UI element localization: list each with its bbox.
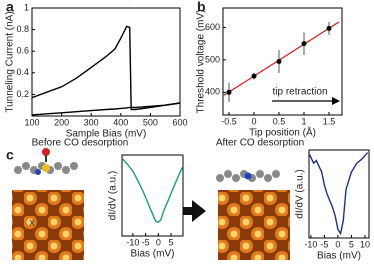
stm-image [218,190,290,260]
panel-label: b [197,0,206,15]
x-tick-label: -5 [142,237,150,247]
panel-title: Before CO desorption [32,138,129,149]
y-tick-label: 600 [205,22,220,32]
plot-frame [31,7,181,117]
y-tick-label: 0.4 [16,67,29,77]
molecule [216,170,280,182]
data-point [301,41,307,47]
data-point [326,25,332,31]
plot-frame [222,7,343,116]
y-tick-label: 500 [205,54,220,64]
panel-title: After CO desorption [216,138,304,149]
data-line [31,102,181,116]
y-tick-label: 0.2 [16,89,29,99]
stm-image [12,190,84,260]
x-tick-label: 0.5 [273,116,286,126]
x-axis-label: Sample Bias (mV) [66,129,147,140]
y-axis-label: dI/dV (a.u.) [295,169,306,218]
x-tick-label: 5 [349,239,354,249]
x-axis-label: Bias (mV) [317,251,361,262]
data-point [251,73,257,79]
panel-label: c [6,147,14,163]
annotation: tip retraction [272,87,327,98]
annotation: x [30,218,35,229]
transition-arrow [170,200,206,222]
x-tick-label: 10 [360,239,370,249]
y-tick-label: 0.8 [16,24,29,34]
y-axis-label: dI/dV (a.u.) [108,171,119,220]
x-tick-label: 5 [169,237,174,247]
x-tick-label: 0 [251,116,256,126]
x-tick-label: 400 [113,117,128,127]
x-tick-label: 1.5 [323,116,336,126]
data-line [308,152,369,236]
x-tick-label: 300 [84,117,99,127]
x-tick-label: 1 [301,116,306,126]
data-line [122,158,184,223]
x-axis-label: Tip position (Å) [249,126,316,139]
x-tick-label: 0 [156,237,161,247]
x-tick-label: -10 [126,237,139,247]
x-tick-label: 0 [335,239,340,249]
data-point [276,59,282,64]
x-tick-label: 600 [172,117,187,127]
molecule [14,148,78,175]
x-tick-label: 500 [143,117,158,127]
data-line [31,25,181,111]
y-tick-label: 400 [205,87,220,97]
x-tick-label: 200 [54,117,69,127]
y-axis-label: Tunneling Current (nA) [5,11,16,112]
x-tick-label: -10 [304,239,317,249]
x-axis-label: Bias (mV) [131,249,175,260]
x-tick-label: -5 [320,239,328,249]
panel-label: a [6,0,14,15]
annotation-arrowhead [332,97,340,105]
x-tick-label: 100 [24,117,39,127]
plot-frame [121,154,184,237]
y-axis-label: Threshold voltage (mV) [196,10,207,114]
y-tick-label: 0.6 [16,46,29,56]
x-tick-label: -0.5 [221,116,237,126]
y-tick-label: 1 [24,2,29,12]
fit-line [223,21,340,96]
data-point [226,89,232,95]
